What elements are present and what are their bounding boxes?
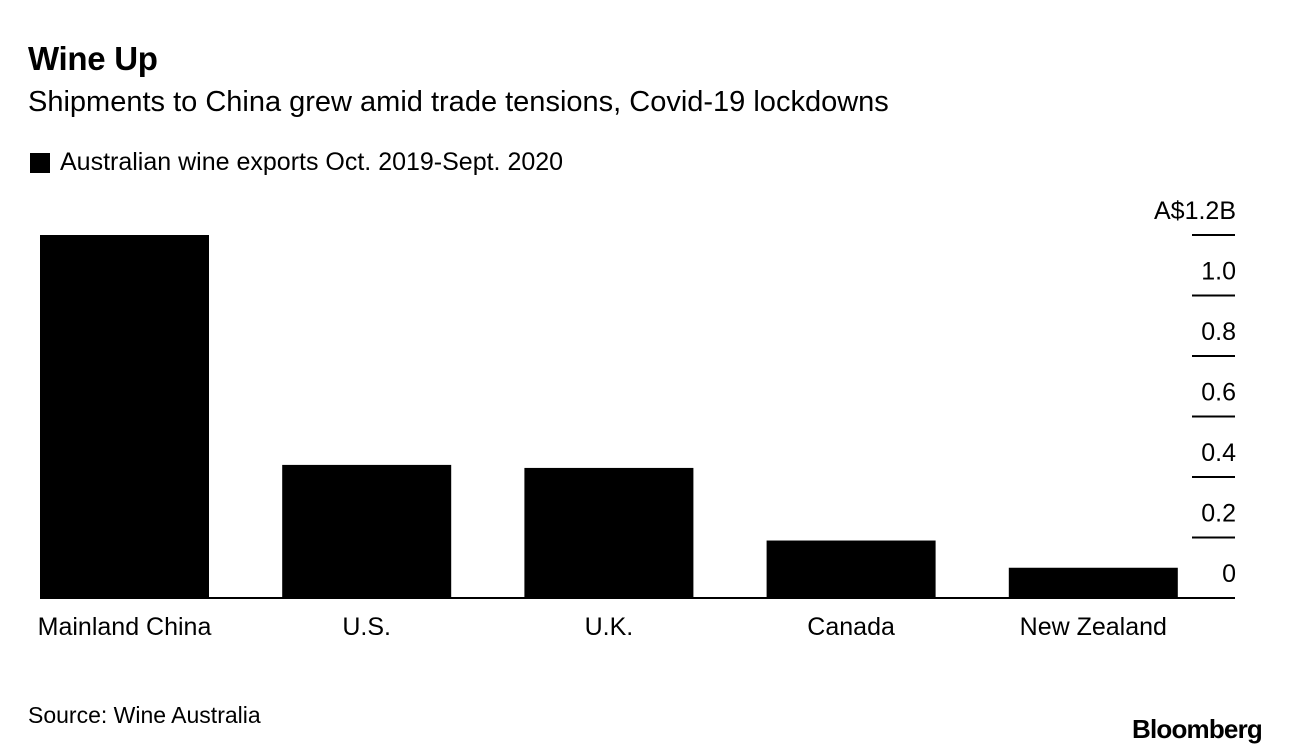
- y-tick-label: 0.2: [1201, 500, 1236, 528]
- source-note: Source: Wine Australia: [28, 702, 261, 728]
- x-tick-label: U.K.: [585, 613, 634, 641]
- bar-u-s: [282, 464, 452, 598]
- bar-u-k: [524, 467, 694, 598]
- y-tick-label: 0.6: [1201, 379, 1236, 407]
- y-tick-label: 0.8: [1201, 318, 1236, 346]
- y-tick-label: A$1.2B: [1154, 197, 1236, 225]
- legend-label: Australian wine exports Oct. 2019-Sept. …: [60, 148, 564, 176]
- bloomberg-logo: Bloomberg: [1131, 714, 1263, 744]
- y-tick-label: 0.4: [1201, 439, 1236, 467]
- x-tick-label: Canada: [807, 613, 895, 641]
- chart-subtitle: Shipments to China grew amid trade tensi…: [28, 86, 889, 118]
- x-tick-label: U.S.: [342, 613, 391, 641]
- x-tick-label: New Zealand: [1020, 613, 1167, 641]
- bar-new-zealand: [1008, 567, 1178, 598]
- bar-canada: [766, 540, 936, 598]
- x-tick-label: Mainland China: [38, 613, 212, 641]
- bar-mainland-china: [40, 235, 209, 598]
- legend: Australian wine exports Oct. 2019-Sept. …: [30, 148, 563, 177]
- y-tick-label: 1.0: [1201, 258, 1236, 286]
- chart-title: Wine Up: [28, 40, 158, 77]
- legend-swatch: [30, 152, 50, 173]
- y-tick-label: 0: [1222, 560, 1236, 588]
